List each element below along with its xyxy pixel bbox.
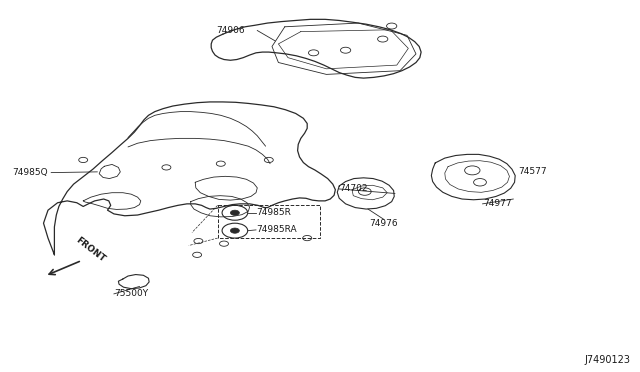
Text: 74976: 74976 xyxy=(370,219,398,228)
Circle shape xyxy=(230,228,239,233)
Text: 74985RA: 74985RA xyxy=(256,225,296,234)
Text: 74985Q: 74985Q xyxy=(12,168,48,177)
Circle shape xyxy=(230,210,239,215)
Text: 74906: 74906 xyxy=(216,26,245,35)
Text: 74702: 74702 xyxy=(339,185,368,193)
Text: 74977: 74977 xyxy=(483,199,512,208)
Text: J7490123: J7490123 xyxy=(584,355,630,365)
Text: 74985R: 74985R xyxy=(256,208,291,217)
Text: 74577: 74577 xyxy=(518,167,547,176)
Text: 75500Y: 75500Y xyxy=(114,289,148,298)
Text: FRONT: FRONT xyxy=(74,236,106,264)
